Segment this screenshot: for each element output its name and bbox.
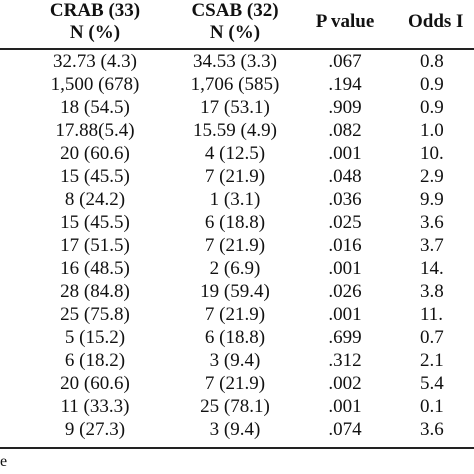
- cell-csab: 17 (53.1): [200, 97, 270, 118]
- cell-pvalue: .074: [328, 419, 362, 440]
- cell-crab: 15 (45.5): [60, 166, 130, 187]
- cell-csab: 7 (21.9): [204, 304, 266, 325]
- cell-csab: 4 (12.5): [204, 143, 266, 164]
- cell-csab: 7 (21.9): [204, 235, 266, 256]
- cell-pvalue: .194: [328, 74, 362, 95]
- cell-pvalue: .048: [328, 166, 362, 187]
- cell-odds: 0.9: [420, 74, 444, 95]
- cell-odds: 0.7: [420, 327, 444, 348]
- cell-odds: 0.8: [420, 51, 444, 72]
- cell-pvalue: .001: [328, 258, 362, 279]
- cell-pvalue: .026: [328, 281, 362, 302]
- bottom-rule: [0, 447, 474, 449]
- header-pvalue: P value: [315, 11, 375, 32]
- header-crab-line1: CRAB (33): [49, 0, 141, 21]
- cell-odds: 11.: [420, 304, 444, 325]
- cell-pvalue: .067: [328, 51, 362, 72]
- cell-crab: 32.73 (4.3): [53, 51, 137, 72]
- cell-odds: 2.1: [420, 350, 444, 371]
- cell-csab: 15.59 (4.9): [193, 120, 277, 141]
- cell-odds: 3.7: [420, 235, 444, 256]
- cell-odds: 3.8: [420, 281, 444, 302]
- cell-csab: 3 (9.4): [209, 419, 261, 440]
- cell-crab: 18 (54.5): [60, 97, 130, 118]
- cell-pvalue: .001: [328, 143, 362, 164]
- header-odds: Odds I: [408, 11, 464, 32]
- cell-csab: 25 (78.1): [200, 396, 270, 417]
- cell-csab: 6 (18.8): [204, 212, 266, 233]
- cell-pvalue: .001: [328, 396, 362, 417]
- cell-csab: 34.53 (3.3): [193, 51, 277, 72]
- cell-odds: 0.9: [420, 97, 444, 118]
- cell-pvalue: .002: [328, 373, 362, 394]
- cell-crab: 6 (18.2): [64, 350, 126, 371]
- footer-text: e: [0, 453, 8, 470]
- cell-crab: 16 (48.5): [60, 258, 130, 279]
- cell-odds: 1.0: [420, 120, 444, 141]
- cell-crab: 17.88(5.4): [55, 120, 135, 141]
- cell-pvalue: .025: [328, 212, 362, 233]
- header-rule: [0, 48, 474, 50]
- header-csab-line2: N (%): [209, 22, 261, 43]
- cell-odds: 5.4: [420, 373, 444, 394]
- cell-csab: 7 (21.9): [204, 373, 266, 394]
- cell-csab: 3 (9.4): [209, 350, 261, 371]
- cell-crab: 17 (51.5): [60, 235, 130, 256]
- cell-odds: 9.9: [420, 189, 444, 210]
- cell-odds: 0.1: [420, 396, 444, 417]
- cell-pvalue: .082: [328, 120, 362, 141]
- cell-crab: 25 (75.8): [60, 304, 130, 325]
- cell-crab: 20 (60.6): [60, 143, 130, 164]
- cell-pvalue: .016: [328, 235, 362, 256]
- cell-crab: 20 (60.6): [60, 373, 130, 394]
- cell-odds: 2.9: [420, 166, 444, 187]
- header-crab: CRAB (33) N (%): [20, 0, 170, 44]
- cell-pvalue: .699: [328, 327, 362, 348]
- cell-csab: 6 (18.8): [204, 327, 266, 348]
- cell-csab: 2 (6.9): [209, 258, 261, 279]
- cell-crab: 15 (45.5): [60, 212, 130, 233]
- cell-csab: 19 (59.4): [200, 281, 270, 302]
- cell-pvalue: .909: [328, 97, 362, 118]
- cell-csab: 1,706 (585): [190, 74, 280, 95]
- cell-pvalue: .312: [328, 350, 362, 371]
- cell-crab: 5 (15.2): [64, 327, 126, 348]
- header-csab: CSAB (32) N (%): [160, 0, 310, 44]
- cell-csab: 7 (21.9): [204, 166, 266, 187]
- cell-crab: 9 (27.3): [64, 419, 126, 440]
- header-crab-line2: N (%): [69, 22, 121, 43]
- cell-odds: 3.6: [420, 419, 444, 440]
- cell-crab: 11 (33.3): [60, 396, 130, 417]
- cell-crab: 8 (24.2): [64, 189, 126, 210]
- cell-odds: 3.6: [420, 212, 444, 233]
- header-csab-line1: CSAB (32): [191, 0, 279, 21]
- cell-odds: 14.: [420, 258, 444, 279]
- cell-odds: 10.: [420, 143, 444, 164]
- cell-pvalue: .001: [328, 304, 362, 325]
- cell-csab: 1 (3.1): [209, 189, 261, 210]
- cell-pvalue: .036: [328, 189, 362, 210]
- cell-crab: 1,500 (678): [50, 74, 140, 95]
- cell-crab: 28 (84.8): [60, 281, 130, 302]
